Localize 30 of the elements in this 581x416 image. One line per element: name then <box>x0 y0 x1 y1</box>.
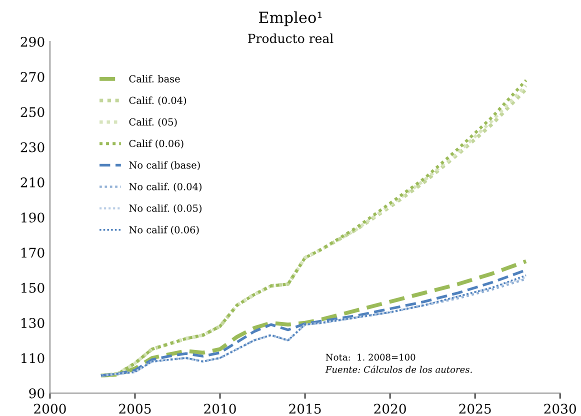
chart-title: Empleo¹ <box>259 11 322 26</box>
y-tick-label: 110 <box>22 353 44 364</box>
y-tick-label: 90 <box>29 388 44 398</box>
x-tick-label: 2020 <box>374 404 406 414</box>
x-tick-label: 2000 <box>34 404 66 414</box>
y-tick-label: 270 <box>20 72 44 82</box>
y-tick-label: 150 <box>22 282 44 293</box>
legend-label: Calif (0.06) <box>129 140 184 149</box>
legend-label: No calif. (0.05) <box>129 204 202 214</box>
legend-label: No calif. (0.04) <box>129 182 202 192</box>
legend-label: No calif (0.06) <box>129 226 199 235</box>
x-tick-label: 2030 <box>544 404 576 414</box>
legend-label: Calif. base <box>129 74 180 82</box>
x-tick-label: 2015 <box>289 404 321 414</box>
x-tick-label: 2025 <box>459 404 491 414</box>
annotation: Nota: 1. 2008=100 <box>326 354 416 361</box>
y-tick-label: 230 <box>20 142 44 152</box>
y-tick-label: 290 <box>20 36 44 47</box>
legend-label: No calif (base) <box>129 161 200 170</box>
x-tick-label: 2010 <box>204 404 236 414</box>
x-tick-label: 2005 <box>119 404 151 414</box>
y-tick-label: 130 <box>22 318 44 328</box>
y-tick-label: 250 <box>20 107 44 118</box>
legend-label: Calif. (05) <box>129 118 177 127</box>
annotation: Fuente: Cálculos de los autores. <box>325 366 472 373</box>
legend-label: Calif. (0.04) <box>129 96 186 106</box>
y-tick-label: 190 <box>22 212 44 223</box>
chart-subtitle: Producto real <box>248 33 334 44</box>
y-tick-label: 170 <box>22 248 44 258</box>
y-tick-label: 210 <box>20 177 44 188</box>
